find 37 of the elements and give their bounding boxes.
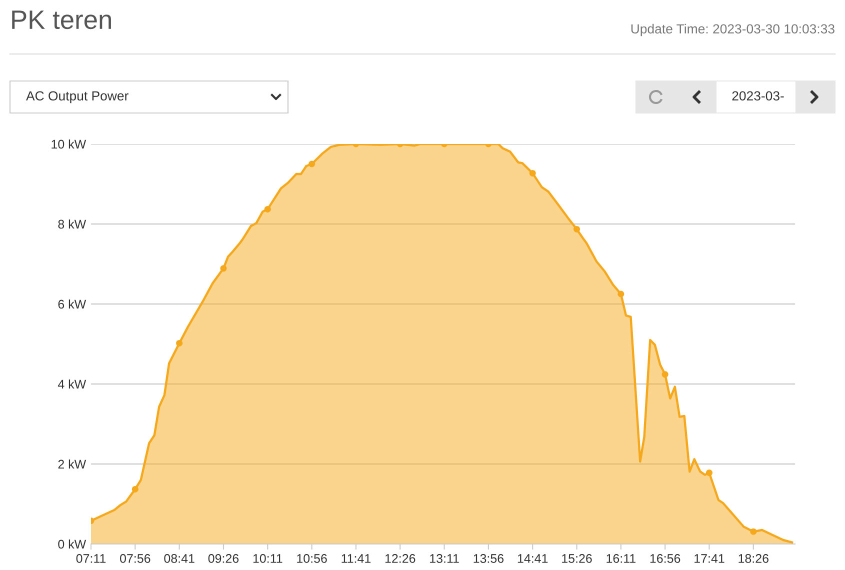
text: 2023-03- xyxy=(732,91,784,101)
x-tick-label: 16:56 xyxy=(650,554,680,563)
point xyxy=(706,470,712,476)
y-tick-label: 6 kW xyxy=(58,299,86,309)
y-tick-label: 8 kW xyxy=(58,219,86,229)
point xyxy=(662,371,668,378)
point xyxy=(308,160,316,168)
y-tick-label: 2 kW xyxy=(58,459,86,469)
point xyxy=(220,265,227,272)
y-tick-label: 10 kW xyxy=(52,139,86,149)
x-tick-label: 07:11 xyxy=(76,554,106,563)
point xyxy=(132,486,138,492)
point xyxy=(176,340,183,346)
x-tick-label: 13:11 xyxy=(430,554,459,563)
point xyxy=(750,528,757,535)
point xyxy=(573,226,580,232)
y-tick-label: 4 kW xyxy=(58,379,86,389)
x-tick-label: 16:11 xyxy=(606,554,636,563)
x-tick-label: 17:41 xyxy=(694,554,724,563)
x-tick-label: 10:11 xyxy=(253,554,282,563)
text: Update Time: 2023-03-30 10:03:33 xyxy=(631,24,834,36)
point xyxy=(264,206,271,212)
x-tick-label: 14:41 xyxy=(518,554,548,563)
x-tick-label: 10:56 xyxy=(297,554,327,563)
x-tick-label: 12:26 xyxy=(385,554,416,563)
x-tick-label: 13:56 xyxy=(474,554,504,563)
x-tick-label: 09:26 xyxy=(208,554,239,563)
y-tick-label: 0 kW xyxy=(58,539,86,549)
x-tick-label: 08:41 xyxy=(164,554,194,563)
x-tick-label: 18:26 xyxy=(738,554,768,563)
point xyxy=(529,170,536,176)
chart-title: PK teren xyxy=(12,10,111,30)
point xyxy=(618,290,624,298)
text: AC Output Power xyxy=(26,91,128,104)
x-tick-label: 15:26 xyxy=(562,554,592,563)
x-tick-label: 11:41 xyxy=(342,554,371,563)
x-tick-label: 07:56 xyxy=(120,554,150,563)
